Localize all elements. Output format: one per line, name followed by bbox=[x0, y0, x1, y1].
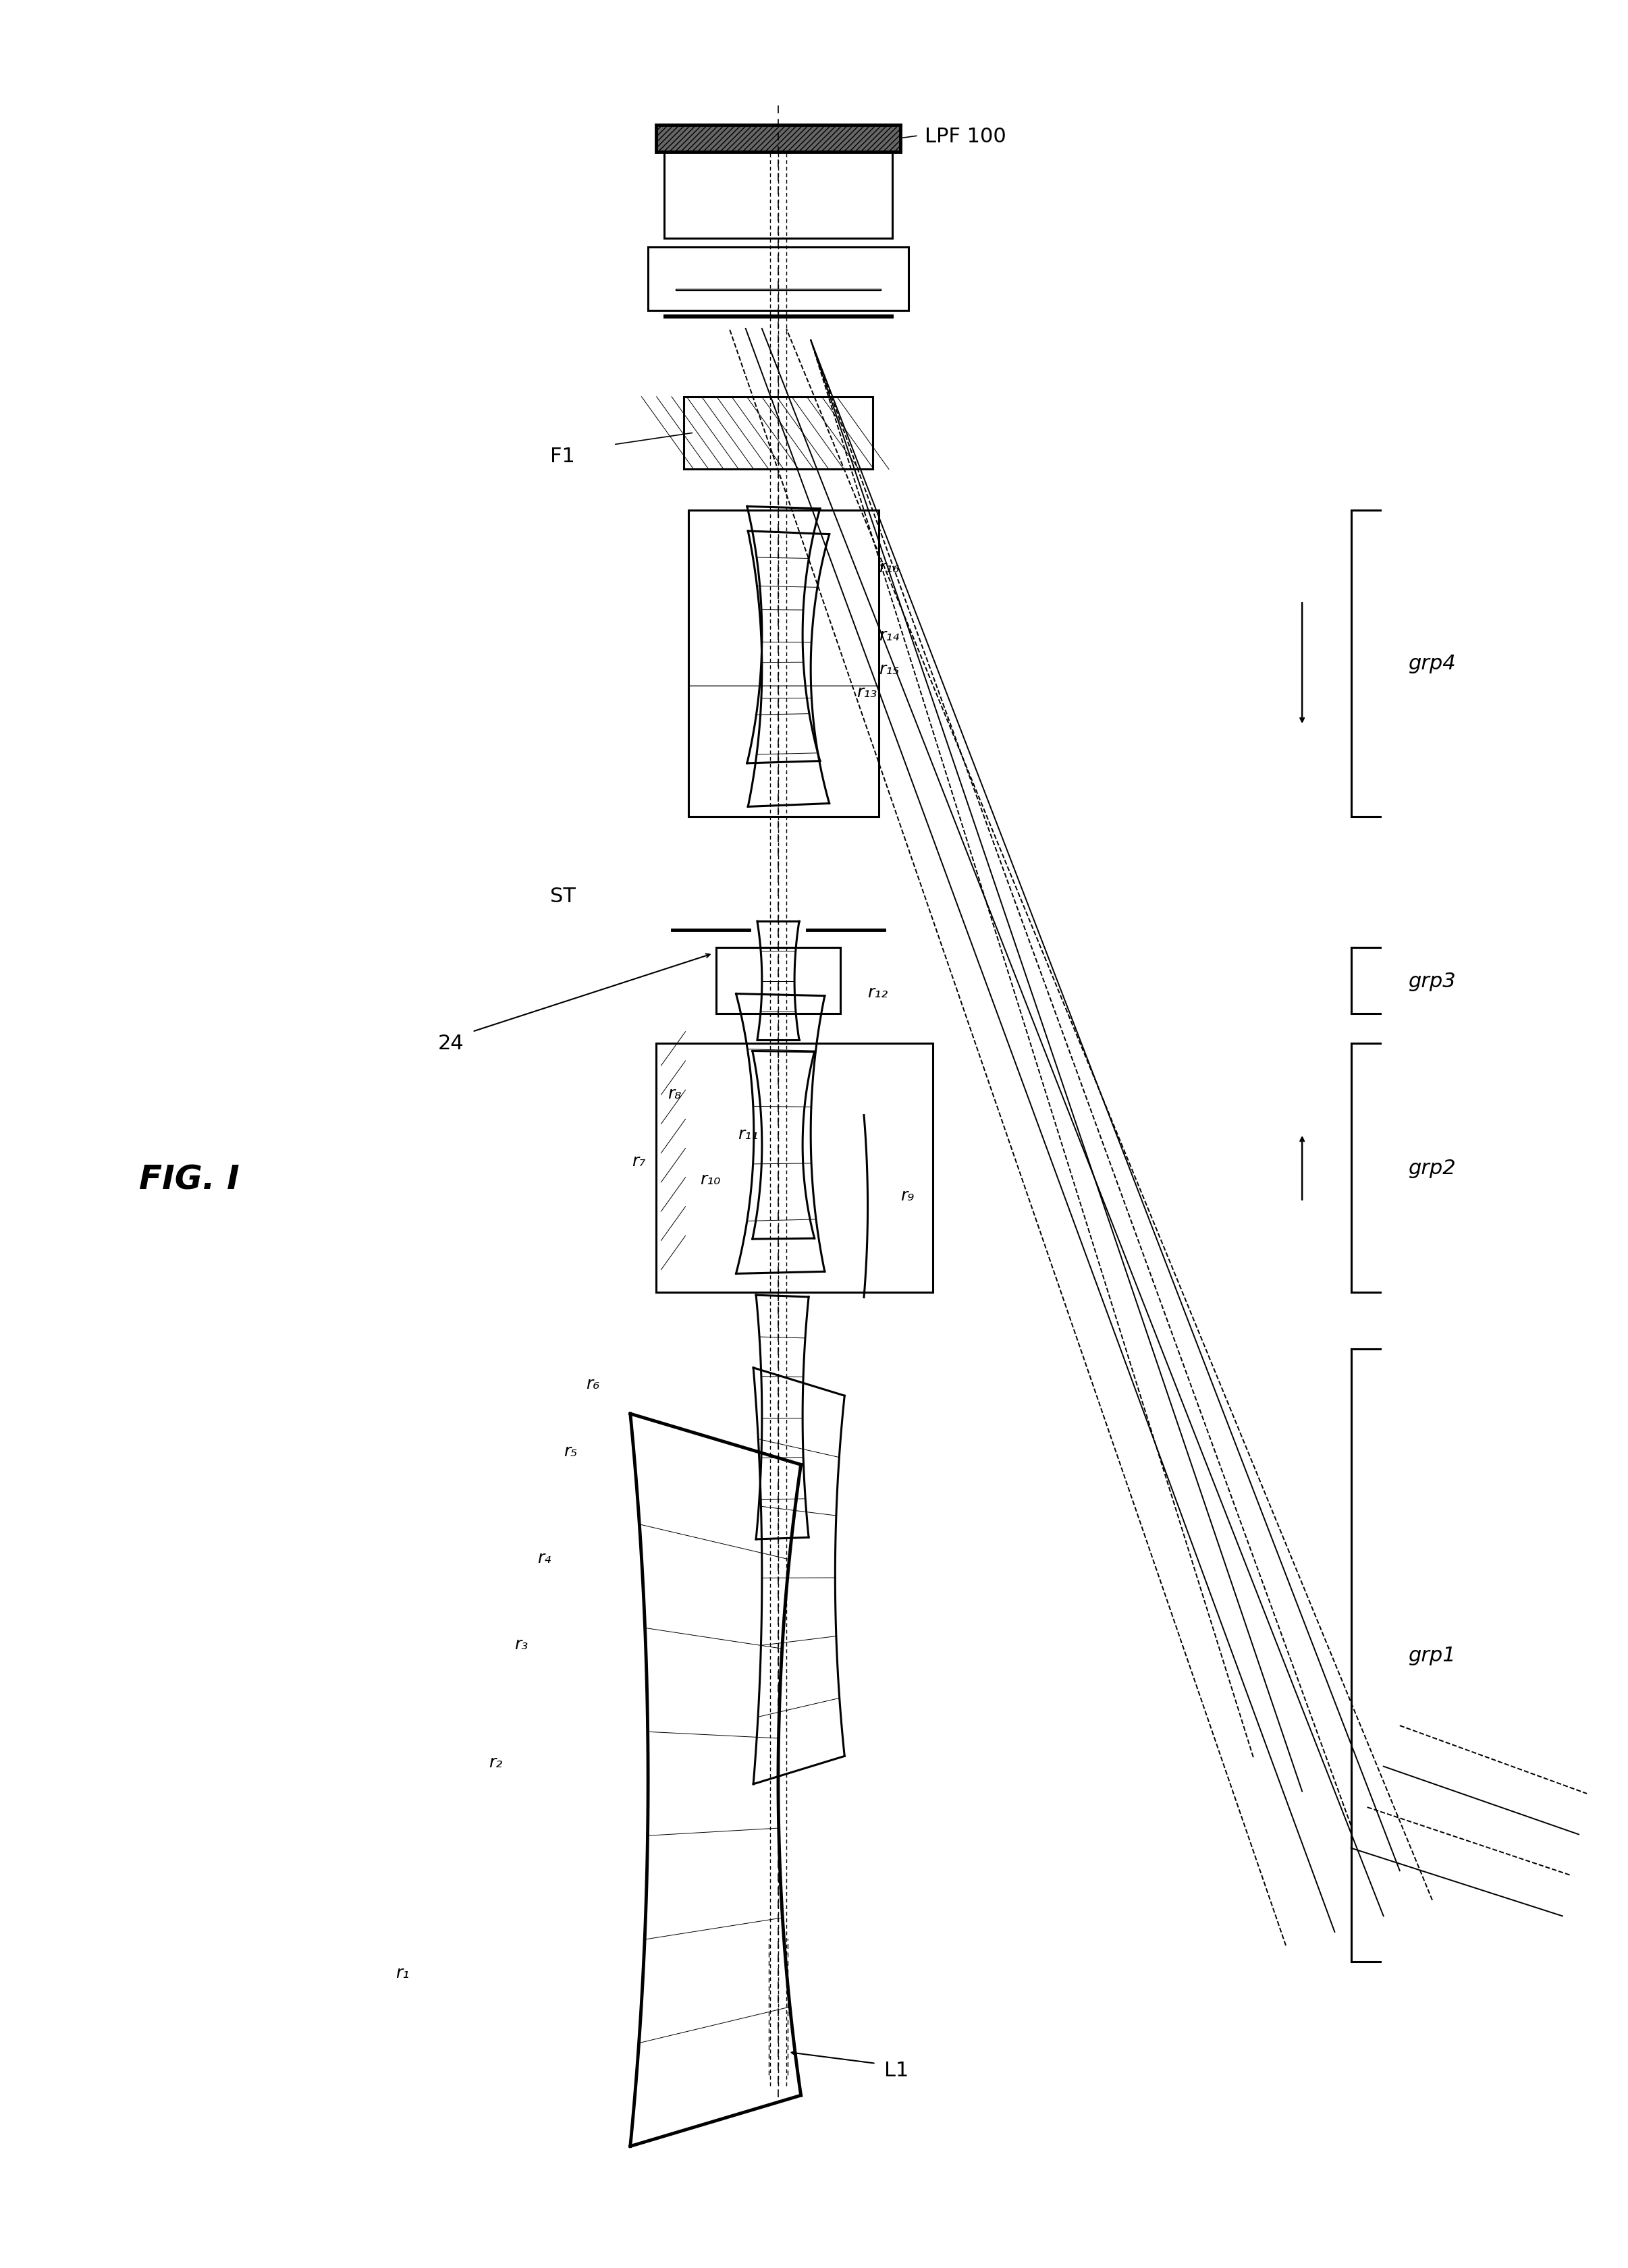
Bar bbox=[656, 125, 900, 152]
Text: r₁₂: r₁₂ bbox=[868, 984, 889, 1000]
Text: r₁₄: r₁₄ bbox=[879, 628, 900, 644]
Text: r₁₀: r₁₀ bbox=[700, 1170, 721, 1188]
Text: r₈: r₈ bbox=[667, 1084, 681, 1102]
Text: r₁₅: r₁₅ bbox=[879, 662, 900, 678]
Text: 24: 24 bbox=[438, 1034, 464, 1052]
Text: r₂: r₂ bbox=[488, 1753, 503, 1769]
Text: grp3: grp3 bbox=[1408, 971, 1455, 991]
Bar bbox=[648, 247, 908, 311]
Bar bbox=[656, 1043, 933, 1293]
Text: grp4: grp4 bbox=[1408, 653, 1455, 674]
Text: r₁₆: r₁₆ bbox=[879, 560, 900, 576]
Text: r₁: r₁ bbox=[396, 1964, 410, 1980]
Text: r₆: r₆ bbox=[586, 1374, 599, 1393]
Text: grp1: grp1 bbox=[1408, 1647, 1455, 1665]
Text: r₅: r₅ bbox=[563, 1442, 576, 1461]
Bar bbox=[716, 948, 840, 1014]
Text: r₇: r₇ bbox=[632, 1152, 645, 1170]
Text: grp2: grp2 bbox=[1408, 1159, 1455, 1177]
Text: F1: F1 bbox=[550, 447, 575, 465]
Text: FIG. I: FIG. I bbox=[138, 1163, 239, 1195]
Text: r₁₁: r₁₁ bbox=[737, 1125, 759, 1143]
Text: r₃: r₃ bbox=[514, 1635, 529, 1651]
Bar bbox=[689, 510, 879, 816]
Text: r₁₃: r₁₃ bbox=[856, 685, 877, 701]
Text: LPF 100: LPF 100 bbox=[925, 127, 1006, 145]
Bar bbox=[684, 397, 873, 469]
Bar bbox=[664, 152, 892, 238]
Text: r₉: r₉ bbox=[900, 1186, 913, 1204]
Text: ST: ST bbox=[550, 887, 576, 905]
Text: L1: L1 bbox=[884, 2062, 908, 2080]
Text: r₄: r₄ bbox=[537, 1549, 550, 1565]
